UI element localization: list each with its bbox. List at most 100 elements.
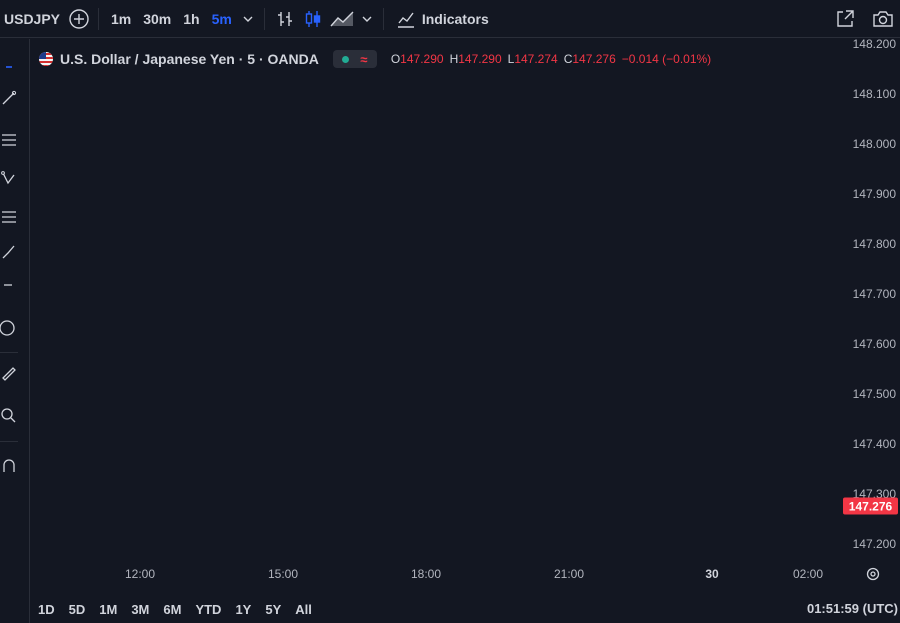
price-axis[interactable]: 148.200 148.100 148.000 147.900 147.800 147.7… [840, 37, 900, 559]
candle-body [420, 331, 424, 338]
range-button-all[interactable]: All [295, 602, 312, 617]
snapshot-button[interactable] [870, 5, 896, 33]
candle-body [263, 166, 267, 173]
brush-tool[interactable] [0, 243, 18, 261]
fib-tool[interactable] [0, 131, 18, 149]
candle-body [310, 301, 314, 308]
candle-body [111, 211, 115, 227]
chart-type-dropdown-button[interactable] [357, 5, 377, 33]
candle-body [479, 332, 483, 334]
candle-body [208, 173, 212, 183]
area-chart-type-button[interactable] [327, 5, 357, 33]
icon-tool[interactable] [0, 319, 18, 337]
candle-body [267, 172, 272, 194]
candle-body [306, 291, 310, 308]
range-button-5d[interactable]: 5D [68, 602, 86, 617]
candle-body [728, 493, 732, 496]
candle-body [48, 247, 52, 256]
candle-body [732, 489, 736, 496]
fullscreen-button[interactable] [832, 5, 858, 33]
range-button-ytd[interactable]: YTD [195, 602, 222, 617]
pattern-tool[interactable] [0, 169, 18, 187]
candle-body [508, 306, 512, 343]
candle-body [424, 328, 428, 332]
indicators-button[interactable]: Indicators [390, 5, 495, 33]
interval-1h[interactable]: 1h [183, 10, 200, 27]
candle-body [407, 315, 411, 326]
candle-body [462, 302, 466, 316]
forecast-tool[interactable] [0, 207, 18, 225]
candle-body [758, 442, 762, 460]
compare-symbol-button[interactable] [66, 5, 92, 33]
chart-pane[interactable] [31, 39, 840, 559]
time-tick-label: 15:00 [267, 567, 299, 581]
measure-tool[interactable] [0, 365, 18, 383]
candle-body [153, 174, 157, 187]
candle-body [770, 462, 774, 466]
candle-body [94, 244, 98, 264]
open-key: O [390, 52, 401, 66]
interval-dropdown-button[interactable] [238, 5, 258, 33]
text-tool[interactable] [0, 281, 18, 299]
candle-body [403, 315, 407, 320]
range-button-6m[interactable]: 6M [163, 602, 182, 617]
pattern-icon [1, 171, 15, 185]
candle-body [589, 403, 593, 409]
candle-body [601, 401, 605, 409]
market-status-badge[interactable]: ≈ [332, 50, 377, 68]
market-open-dot-icon [342, 55, 350, 63]
candle-body [394, 330, 398, 339]
candle-body [301, 278, 305, 292]
range-button-3m[interactable]: 3M [131, 602, 150, 617]
interval-1m[interactable]: 1m [111, 10, 132, 27]
magnet-tool[interactable] [0, 457, 18, 475]
range-button-1m[interactable]: 1M [99, 602, 118, 617]
candlestick-icon [305, 10, 321, 27]
range-button-1d[interactable]: 1D [38, 602, 55, 617]
zoom-tool[interactable] [0, 407, 18, 425]
candle-body [627, 384, 631, 391]
chart-settings-button[interactable] [865, 566, 881, 587]
candle-body [166, 152, 170, 155]
candle-body [145, 174, 149, 195]
candle-body [170, 148, 174, 155]
clock-timezone[interactable]: 01:51:59 (UTC) [806, 601, 898, 616]
price-tick-label: 147.500 [852, 387, 896, 401]
expand-icon [837, 9, 854, 27]
candle-body [90, 257, 94, 264]
time-axis[interactable]: 12:00 15:00 18:00 21:00 30 02:00 [31, 559, 840, 589]
candle-body [470, 303, 474, 323]
candle-body [724, 493, 728, 511]
candle-body [534, 414, 538, 416]
candle-body [373, 330, 377, 335]
candle-body [618, 396, 622, 405]
candle-body [453, 306, 457, 309]
bar-chart-type-button[interactable] [271, 5, 299, 33]
low-value: 147.274 [514, 52, 558, 66]
candle-body [365, 321, 369, 327]
cursor-tool[interactable] [0, 55, 18, 73]
candle-body [390, 338, 394, 340]
candle-body [703, 489, 707, 494]
interval-30m[interactable]: 30m [143, 10, 172, 27]
candle-body [500, 308, 504, 323]
candle-body [191, 123, 195, 141]
candles-chart-type-button[interactable] [299, 5, 327, 33]
ohlc-values: O147.290 H147.290 L147.274 C147.276 −0.0… [391, 52, 711, 66]
candle-body [669, 414, 673, 435]
legend-title[interactable]: U.S. Dollar / Japanese Yen · 5 · OANDA [60, 51, 319, 67]
trend-line-tool[interactable] [0, 89, 18, 107]
plus-circle-icon [69, 8, 89, 29]
range-button-5y[interactable]: 5Y [265, 602, 282, 617]
range-button-1y[interactable]: 1Y [235, 602, 252, 617]
candle-body [44, 248, 48, 256]
symbol-search-button[interactable]: USDJPY [4, 10, 61, 27]
time-tick-label: 30 [705, 567, 719, 581]
drawing-toolbar [0, 39, 30, 623]
us-flag-icon [39, 52, 53, 66]
interval-5m[interactable]: 5m [211, 10, 232, 27]
candle-body [339, 324, 343, 326]
candle-body [610, 396, 614, 408]
candle-body [120, 211, 124, 218]
ohlc-bars-icon [277, 11, 292, 26]
